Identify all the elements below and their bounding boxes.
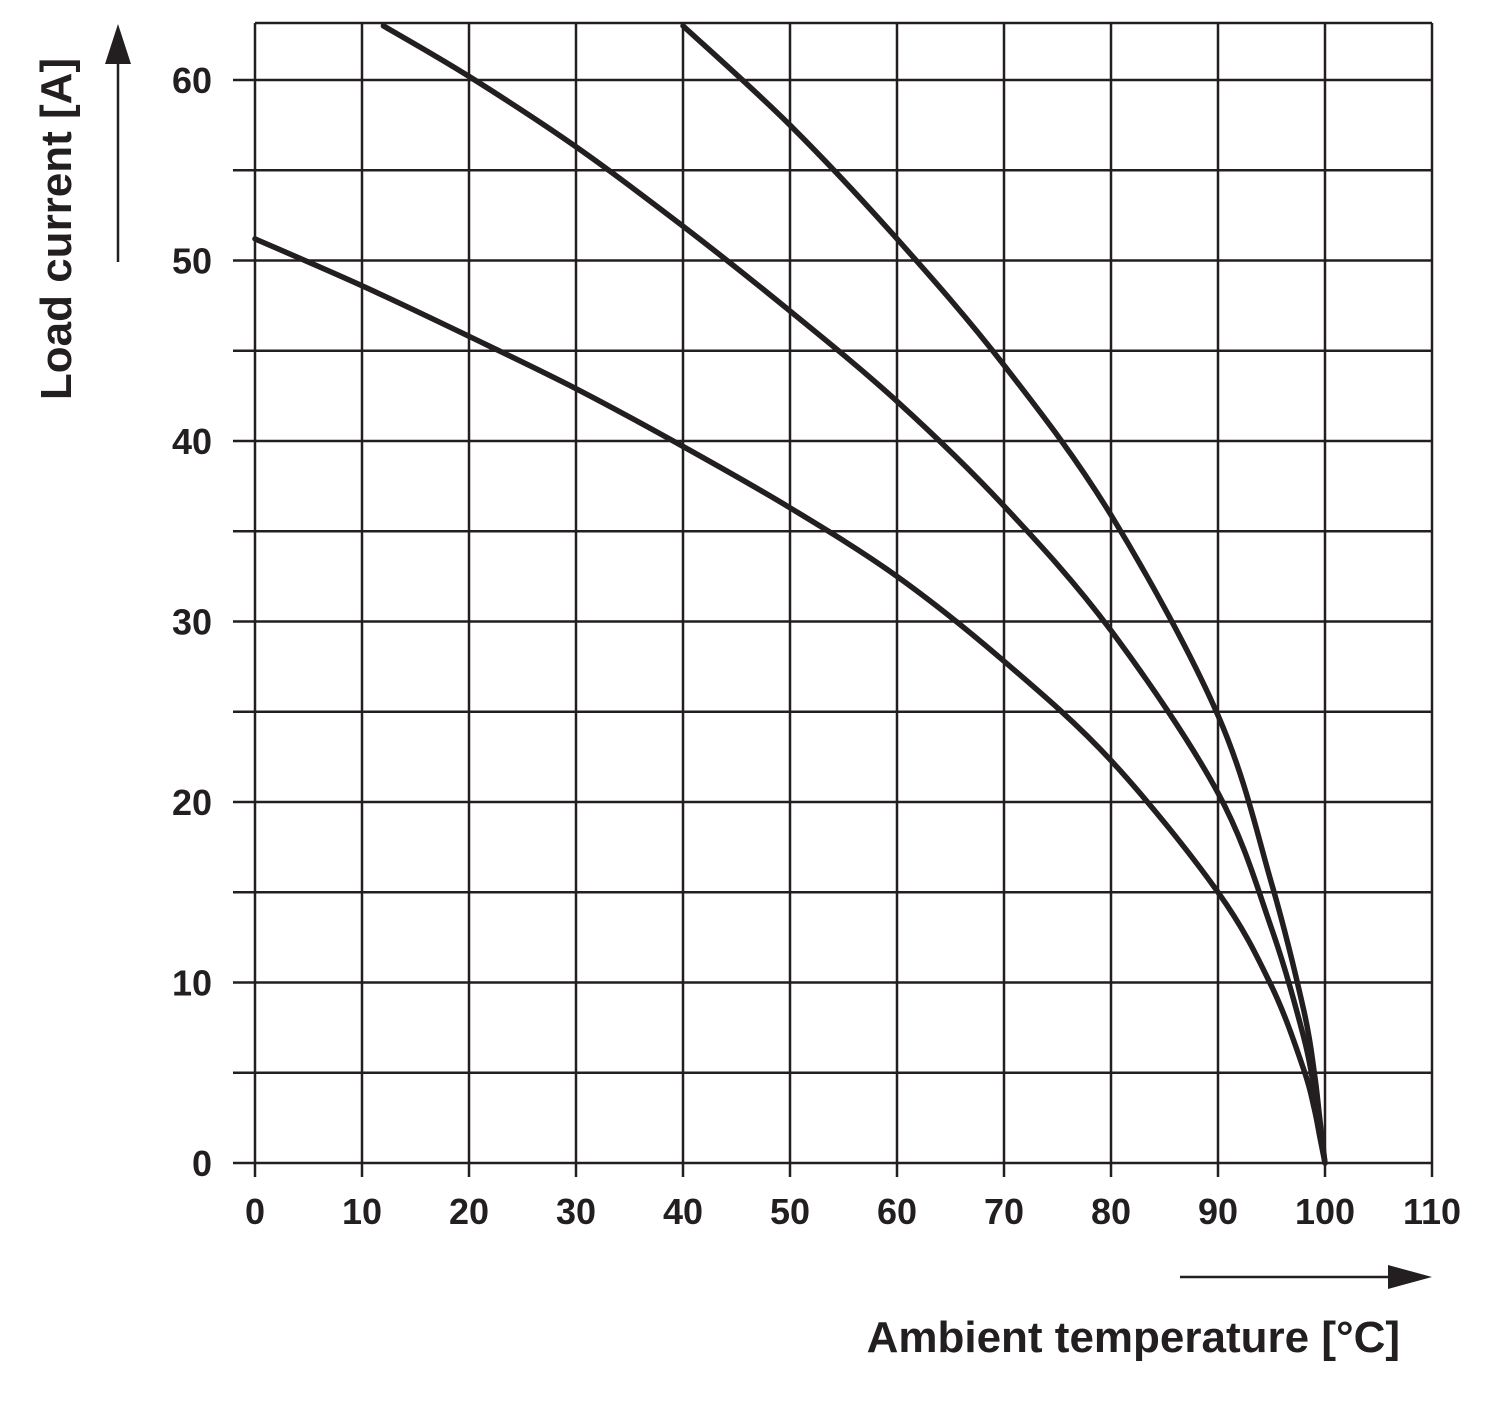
y-axis-title: Load current [A] xyxy=(32,58,81,400)
x-tick-label-80: 80 xyxy=(1091,1191,1131,1232)
x-tick-label-40: 40 xyxy=(663,1191,703,1232)
x-tick-label-10: 10 xyxy=(342,1191,382,1232)
x-tick-label-60: 60 xyxy=(877,1191,917,1232)
y-tick-label-20: 20 xyxy=(172,782,212,823)
x-axis-arrow-head xyxy=(1388,1265,1432,1289)
series-line-3 xyxy=(680,23,1328,1166)
x-tick-label-70: 70 xyxy=(984,1191,1024,1232)
y-tick-label-30: 30 xyxy=(172,602,212,643)
series-line-2 xyxy=(380,23,1328,1166)
x-tick-label-50: 50 xyxy=(770,1191,810,1232)
x-tick-label-90: 90 xyxy=(1198,1191,1238,1232)
x-axis-title: Ambient temperature [°C] xyxy=(867,1313,1400,1362)
y-tick-label-40: 40 xyxy=(172,421,212,462)
y-axis-arrow-head xyxy=(105,24,131,64)
x-tick-label-110: 110 xyxy=(1403,1191,1461,1232)
grid xyxy=(233,21,1434,1177)
y-tick-label-60: 60 xyxy=(172,60,212,101)
x-tick-label-30: 30 xyxy=(556,1191,596,1232)
y-tick-label-0: 0 xyxy=(192,1143,212,1184)
x-axis-arrow xyxy=(1180,1265,1432,1289)
x-tick-label-20: 20 xyxy=(449,1191,489,1232)
y-tick-label-10: 10 xyxy=(172,963,212,1004)
series-lines xyxy=(252,23,1328,1166)
x-tick-label-0: 0 xyxy=(245,1191,265,1232)
y-axis-arrow xyxy=(105,24,131,262)
x-tick-label-100: 100 xyxy=(1295,1191,1355,1232)
y-tick-label-50: 50 xyxy=(172,241,212,282)
series-line-1 xyxy=(252,236,1328,1166)
tick-labels: 0 10 20 30 40 50 60 70 80 90 100 110 0 10 20 30 40 50 60 xyxy=(172,60,1461,1232)
